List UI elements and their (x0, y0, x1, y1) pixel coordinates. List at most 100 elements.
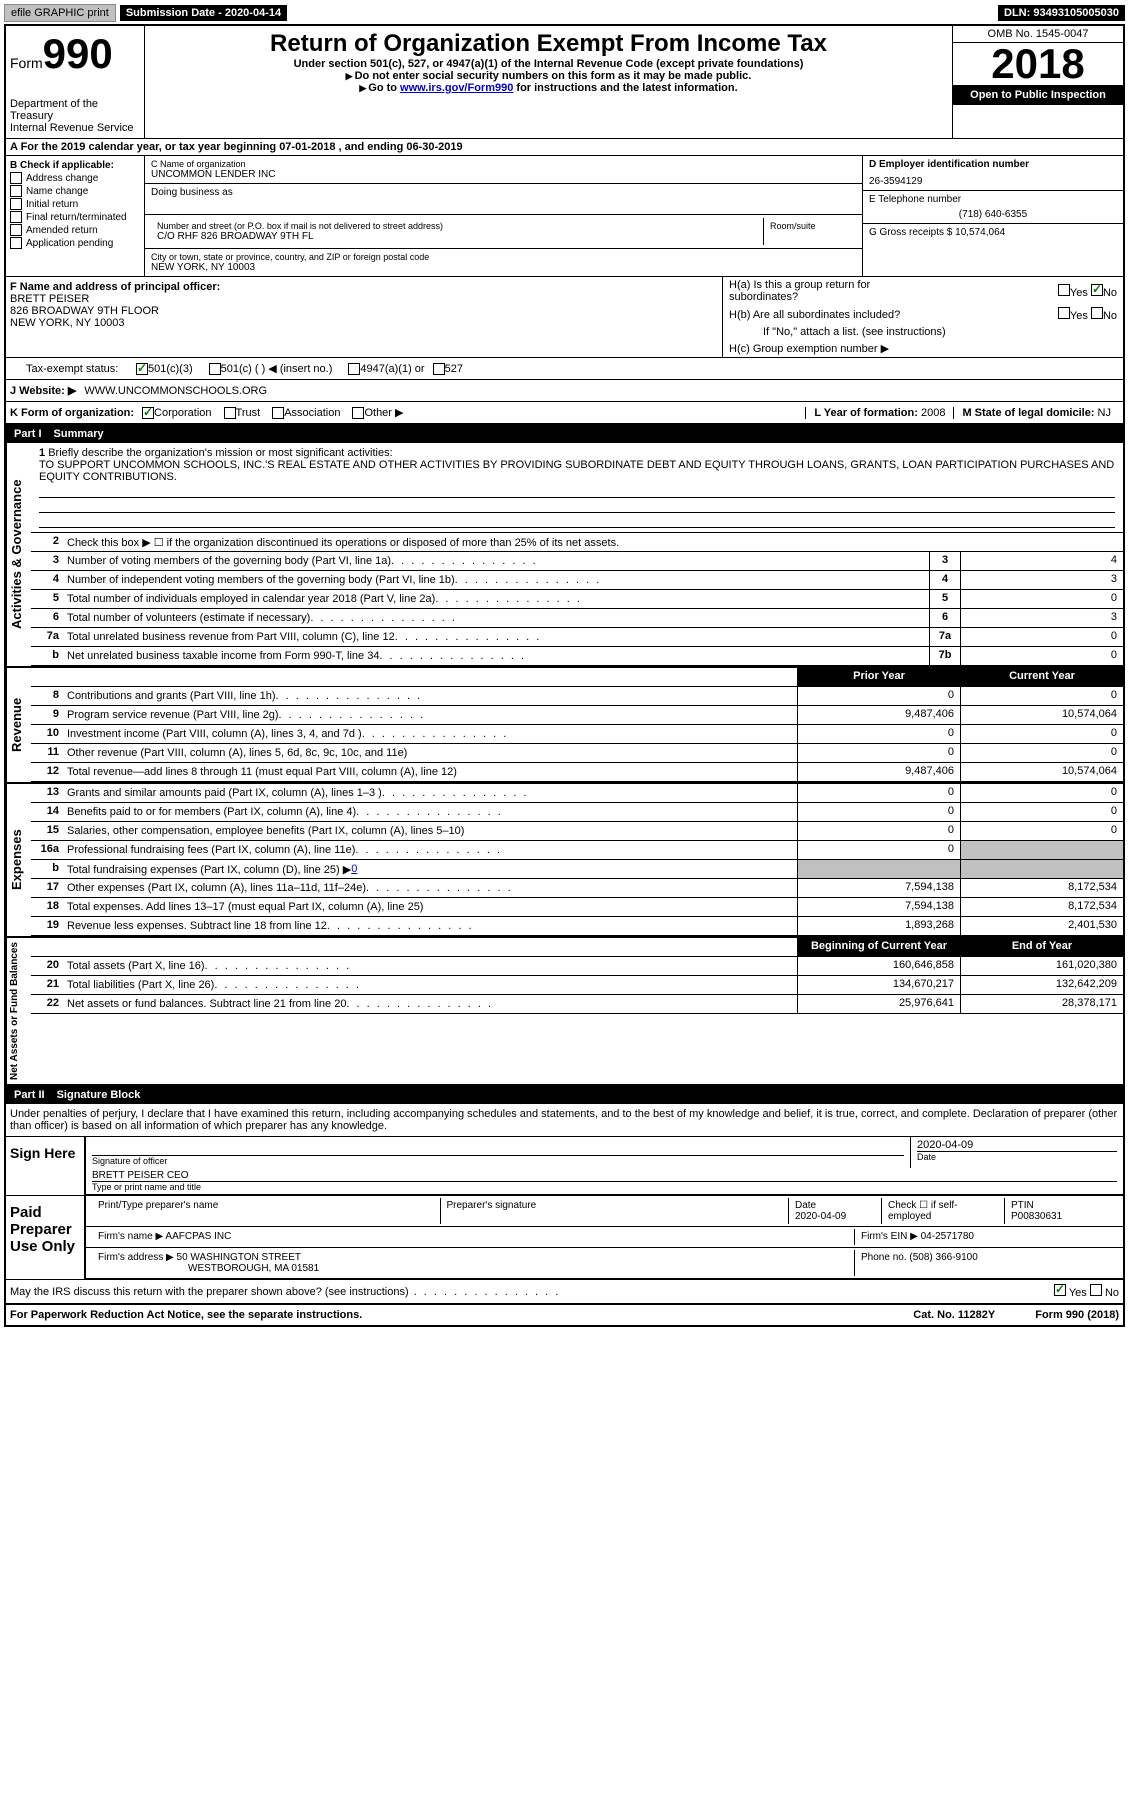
b22: 25,976,641 (797, 995, 960, 1013)
hb-no[interactable] (1091, 307, 1103, 319)
k-assoc[interactable] (272, 407, 284, 419)
side-governance: Activities & Governance (6, 443, 31, 666)
open-public-badge: Open to Public Inspection (953, 85, 1123, 105)
no-label2: No (1103, 310, 1117, 322)
l3: Number of voting members of the governin… (63, 552, 929, 570)
mission-text: TO SUPPORT UNCOMMON SCHOOLS, INC.'S REAL… (39, 459, 1115, 483)
p15: 0 (797, 822, 960, 840)
i-o1: 501(c)(3) (148, 363, 193, 375)
phone-val: (508) 366-9100 (909, 1252, 977, 1263)
dln-label: DLN: 93493105005030 (998, 5, 1125, 21)
hb-note: If "No," attach a list. (see instruction… (723, 324, 1123, 340)
i-501c[interactable] (209, 363, 221, 375)
may-irs-yes[interactable] (1054, 1284, 1066, 1296)
p13: 0 (797, 784, 960, 802)
tax-year: 2018 (953, 43, 1123, 85)
v7b: 0 (960, 647, 1123, 665)
i-501c3[interactable] (136, 363, 148, 375)
b21: 134,670,217 (797, 976, 960, 994)
l6: Total number of volunteers (estimate if … (63, 609, 929, 627)
i-o4: 527 (445, 363, 463, 375)
column-b: B Check if applicable: Address change Na… (6, 156, 145, 276)
b-label: B Check if applicable: (10, 160, 114, 171)
sign-here-label: Sign Here (6, 1137, 84, 1195)
row-a-dates: A For the 2019 calendar year, or tax yea… (6, 139, 1123, 156)
opt-address: Address change (26, 173, 98, 184)
ha-yes[interactable] (1058, 284, 1070, 296)
prep-name-label: Print/Type preparer's name (92, 1198, 441, 1224)
opt-amended: Amended return (26, 225, 98, 236)
column-d-e-g: D Employer identification number 26-3594… (863, 156, 1123, 276)
c18: 8,172,534 (960, 898, 1123, 916)
row-j: J Website: ▶ WWW.UNCOMMONSCHOOLS.ORG (6, 380, 1123, 402)
l8: Contributions and grants (Part VIII, lin… (63, 687, 797, 705)
check-name-change[interactable] (10, 185, 22, 197)
c13: 0 (960, 784, 1123, 802)
efile-button[interactable]: efile GRAPHIC print (4, 4, 116, 22)
sign-here-section: Sign Here Signature of officer 2020-04-0… (6, 1137, 1123, 1196)
l12: Total revenue—add lines 8 through 11 (mu… (63, 763, 797, 781)
addr-label: Number and street (or P.O. box if mail i… (157, 221, 757, 231)
firm-name-label: Firm's name ▶ (98, 1231, 163, 1242)
form-footer: Form 990 (2018) (1035, 1309, 1119, 1321)
column-f: F Name and address of principal officer:… (6, 277, 723, 357)
revenue-section: Revenue Prior YearCurrent Year 8Contribu… (6, 668, 1123, 784)
form-number: Form990 (10, 30, 140, 78)
i-o2: 501(c) ( ) ◀ (insert no.) (221, 362, 333, 375)
website-value: WWW.UNCOMMONSCHOOLS.ORG (84, 385, 267, 397)
l20: Total assets (Part X, line 16) (63, 957, 797, 975)
check-initial-return[interactable] (10, 198, 22, 210)
hdr-beg: Beginning of Current Year (797, 938, 960, 956)
org-address: C/O RHF 826 BROADWAY 9TH FL (157, 231, 757, 242)
l18: Total expenses. Add lines 13–17 (must eq… (63, 898, 797, 916)
may-irs-row: May the IRS discuss this return with the… (6, 1280, 1123, 1305)
i-label: Tax-exempt status: (26, 363, 136, 375)
k-label: K Form of organization: (10, 407, 134, 419)
part2-title: Signature Block (57, 1089, 141, 1101)
ha-label: H(a) Is this a group return for subordin… (729, 279, 929, 303)
c14: 0 (960, 803, 1123, 821)
sig-date-label: Date (917, 1151, 1117, 1162)
ha-no[interactable] (1091, 284, 1103, 296)
l16b-link[interactable]: 0 (351, 863, 357, 875)
p19: 1,893,268 (797, 917, 960, 935)
firm-addr1: 50 WASHINGTON STREET (177, 1252, 301, 1263)
side-expenses: Expenses (6, 784, 31, 936)
subtitle-2: Do not enter social security numbers on … (149, 70, 948, 82)
may-irs-text: May the IRS discuss this return with the… (10, 1286, 560, 1298)
firm-addr2: WESTBOROUGH, MA 01581 (98, 1263, 848, 1274)
k-o1: Corporation (154, 407, 211, 419)
penalty-text: Under penalties of perjury, I declare th… (6, 1104, 1123, 1137)
instructions-link[interactable]: www.irs.gov/Form990 (400, 82, 513, 94)
p8: 0 (797, 687, 960, 705)
hc-label: H(c) Group exemption number ▶ (723, 340, 1123, 357)
v4: 3 (960, 571, 1123, 589)
paperwork-notice: For Paperwork Reduction Act Notice, see … (10, 1309, 362, 1321)
k-corp[interactable] (142, 407, 154, 419)
p9: 9,487,406 (797, 706, 960, 724)
k-other[interactable] (352, 407, 364, 419)
mission-block: 1 Briefly describe the organization's mi… (31, 443, 1123, 533)
i-527[interactable] (433, 363, 445, 375)
k-trust[interactable] (224, 407, 236, 419)
check-app-pending[interactable] (10, 237, 22, 249)
prep-sig-label: Preparer's signature (441, 1198, 790, 1224)
part1-label: Part I (14, 428, 42, 440)
city-label: City or town, state or province, country… (151, 252, 856, 262)
b20: 160,646,858 (797, 957, 960, 975)
v7a: 0 (960, 628, 1123, 646)
firm-addr-label: Firm's address ▶ (98, 1252, 174, 1263)
may-irs-no[interactable] (1090, 1284, 1102, 1296)
part1-title: Summary (54, 428, 104, 440)
goto-prefix: Go to (359, 82, 400, 94)
c16a-shade (960, 841, 1123, 859)
check-address-change[interactable] (10, 172, 22, 184)
f-label: F Name and address of principal officer: (10, 281, 220, 293)
i-4947[interactable] (348, 363, 360, 375)
l10: Investment income (Part VIII, column (A)… (63, 725, 797, 743)
check-amended[interactable] (10, 224, 22, 236)
e20: 161,020,380 (960, 957, 1123, 975)
e21: 132,642,209 (960, 976, 1123, 994)
hb-yes[interactable] (1058, 307, 1070, 319)
check-final-return[interactable] (10, 211, 22, 223)
